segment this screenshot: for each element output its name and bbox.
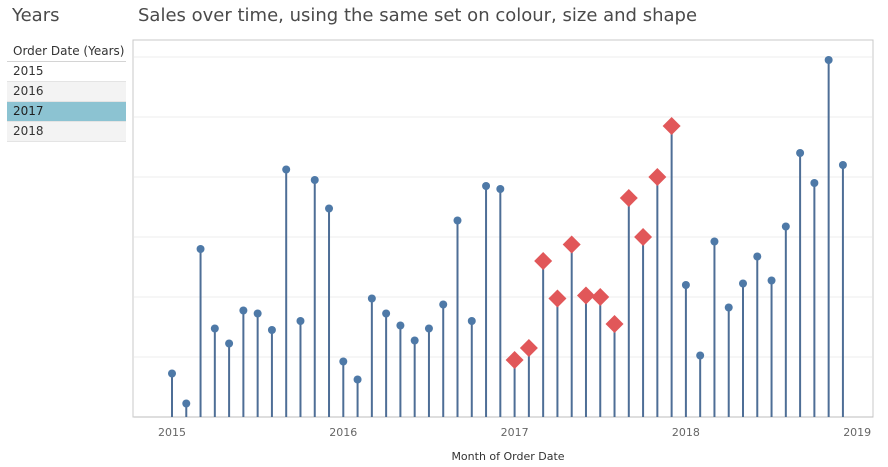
mark-dot-2018-11[interactable] (824, 56, 833, 64)
mark-dot-2015-11[interactable] (310, 176, 319, 184)
plot-area (132, 39, 874, 418)
mark-diamond-2017-7[interactable] (591, 288, 610, 306)
mark-diamond-2017-11[interactable] (648, 168, 667, 186)
mark-dot-2016-3[interactable] (367, 294, 376, 303)
mark-dot-2015-12[interactable] (325, 204, 334, 213)
mark-diamond-2017-5[interactable] (562, 235, 581, 254)
mark-diamond-2017-1[interactable] (505, 351, 524, 369)
x-tick-label-2015: 2015 (158, 426, 186, 439)
filter-item-2018[interactable]: 2018 (7, 122, 126, 142)
mark-diamond-2017-4[interactable] (548, 289, 567, 308)
mark-dot-2015-9[interactable] (282, 165, 291, 174)
x-tick-labels: 2015 2016 2017 2018 2019 (158, 426, 871, 439)
mark-dot-2016-1[interactable] (339, 357, 348, 366)
mark-diamond-2017-6[interactable] (576, 286, 595, 305)
mark-diamond-2017-9[interactable] (619, 189, 638, 207)
mark-diamond-2017-8[interactable] (605, 315, 624, 333)
mark-dot-2016-2[interactable] (353, 375, 362, 384)
mark-dot-2016-8[interactable] (439, 300, 448, 309)
mark-dot-2015-2[interactable] (182, 399, 191, 408)
mark-dot-2018-10[interactable] (810, 179, 819, 187)
filter-item-2016[interactable]: 2016 (7, 82, 126, 102)
lollipop-marks (168, 56, 847, 408)
x-tick-label-2018: 2018 (672, 426, 700, 439)
filter-item-2015[interactable]: 2015 (7, 62, 126, 82)
x-tick-label-2017: 2017 (501, 426, 529, 439)
mark-dot-2016-9[interactable] (453, 216, 462, 225)
mark-dot-2016-6[interactable] (410, 336, 419, 345)
x-tick-label-2016: 2016 (329, 426, 357, 439)
mark-dot-2015-6[interactable] (239, 306, 248, 315)
mark-dot-2015-8[interactable] (267, 326, 276, 334)
mark-diamond-2017-3[interactable] (534, 252, 553, 270)
mark-dot-2015-1[interactable] (168, 369, 176, 378)
mark-dot-2018-7[interactable] (767, 276, 776, 285)
x-axis-title: Month of Order Date (451, 450, 564, 463)
mark-dot-2015-3[interactable] (196, 245, 205, 253)
filter-header: Order Date (Years) (7, 42, 126, 62)
mark-diamond-2017-12[interactable] (662, 117, 681, 135)
chart-title: Sales over time, using the same set on c… (138, 5, 698, 26)
filter-item-2017[interactable]: 2017 (7, 102, 126, 122)
mark-dot-2016-7[interactable] (424, 324, 433, 333)
mark-dot-2018-6[interactable] (753, 252, 762, 261)
mark-diamond-2017-2[interactable] (519, 339, 538, 357)
lollipop-stems (171, 60, 844, 417)
mark-dot-2015-7[interactable] (253, 309, 262, 318)
mark-dot-2015-10[interactable] (296, 317, 305, 325)
panel-title: Years (12, 5, 60, 26)
mark-dot-2018-3[interactable] (710, 237, 719, 246)
mark-dot-2016-5[interactable] (396, 321, 405, 330)
mark-dot-2018-4[interactable] (724, 303, 733, 312)
mark-dot-2015-4[interactable] (210, 324, 219, 333)
mark-diamond-2017-10[interactable] (634, 228, 653, 246)
mark-dot-2018-12[interactable] (838, 161, 847, 169)
x-tick-label-2019: 2019 (843, 426, 871, 439)
mark-dot-2018-8[interactable] (781, 222, 790, 231)
mark-dot-2016-12[interactable] (496, 185, 505, 193)
mark-dot-2018-2[interactable] (696, 351, 705, 360)
mark-dot-2016-11[interactable] (482, 182, 491, 190)
mark-dot-2015-5[interactable] (225, 339, 234, 348)
year-filter-panel: Order Date (Years) 2015 2016 2017 2018 (7, 42, 126, 142)
mark-dot-2016-4[interactable] (382, 309, 391, 318)
mark-dot-2018-1[interactable] (681, 281, 690, 289)
mark-dot-2018-5[interactable] (739, 279, 747, 288)
mark-dot-2016-10[interactable] (467, 317, 476, 325)
mark-dot-2018-9[interactable] (796, 149, 805, 157)
